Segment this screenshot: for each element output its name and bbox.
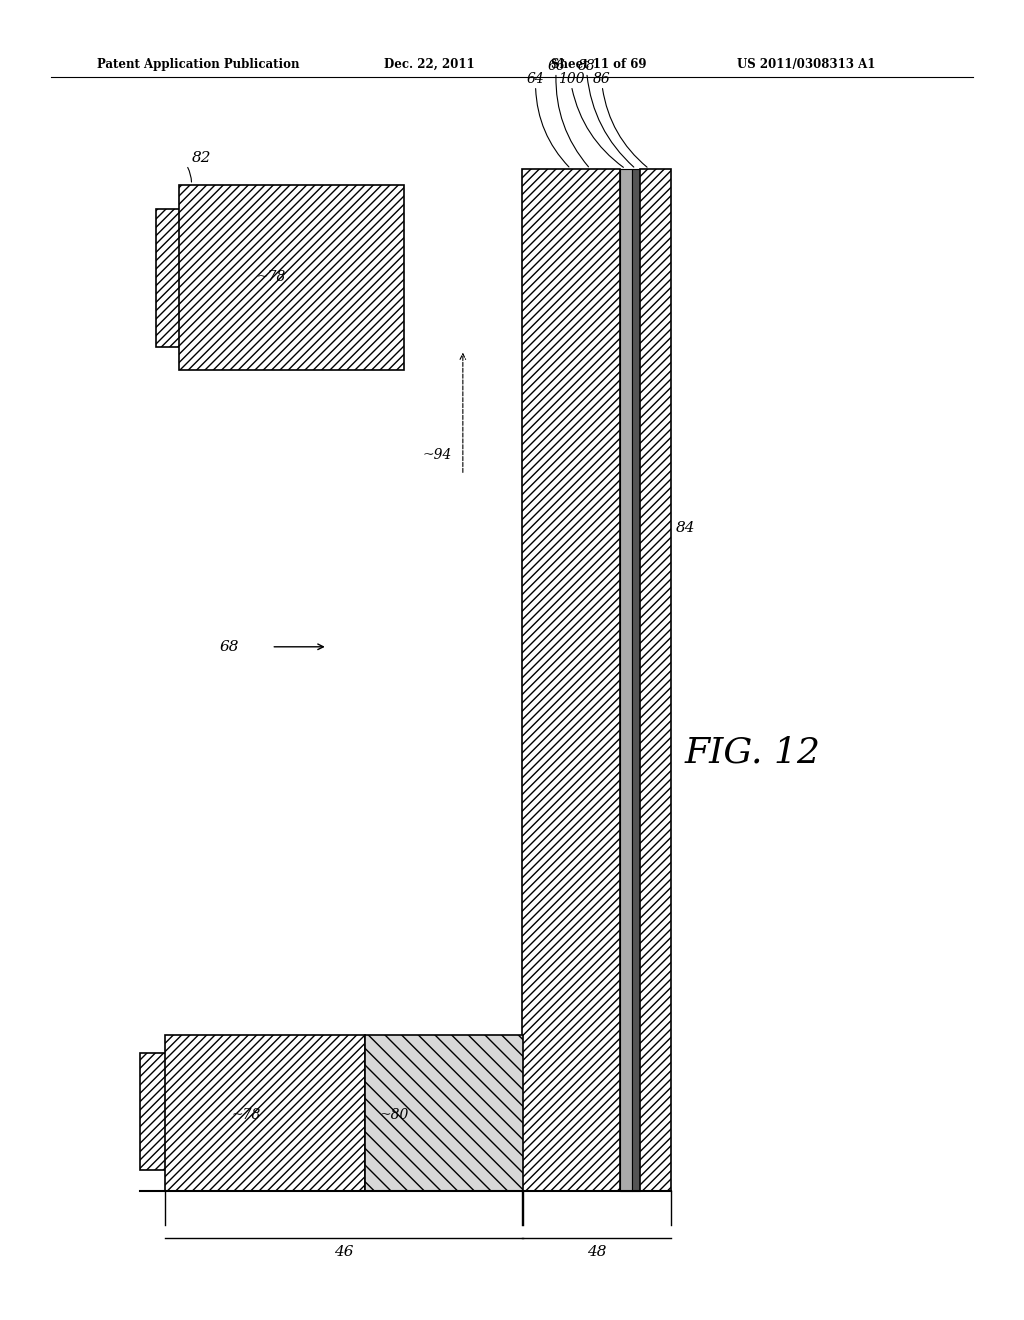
Text: 68: 68 [219,640,239,653]
Text: ~94: ~94 [423,449,452,462]
Text: Sheet 11 of 69: Sheet 11 of 69 [551,58,646,71]
Text: Patent Application Publication: Patent Application Publication [97,58,300,71]
Text: 86: 86 [593,71,611,86]
Bar [640,169,671,1191]
Text: 48: 48 [587,1245,606,1259]
Text: 64: 64 [526,71,545,86]
Bar [179,185,404,370]
Text: 84: 84 [676,521,695,535]
Bar [140,1053,166,1170]
Text: 82: 82 [191,150,211,165]
Text: ~78: ~78 [231,1109,260,1122]
Bar [365,1035,523,1191]
Text: 66: 66 [547,58,565,73]
Text: FIG. 12: FIG. 12 [685,735,820,770]
Bar [156,209,182,347]
Text: ~78: ~78 [257,271,286,284]
Bar [165,1035,365,1191]
Text: Dec. 22, 2011: Dec. 22, 2011 [384,58,475,71]
Text: ~80: ~80 [380,1109,409,1122]
Text: 100: 100 [558,71,585,86]
Text: US 2011/0308313 A1: US 2011/0308313 A1 [737,58,876,71]
Text: 88: 88 [578,58,596,73]
Text: 46: 46 [334,1245,354,1259]
Bar [522,169,620,1191]
Bar [620,169,632,1191]
Bar [632,169,640,1191]
